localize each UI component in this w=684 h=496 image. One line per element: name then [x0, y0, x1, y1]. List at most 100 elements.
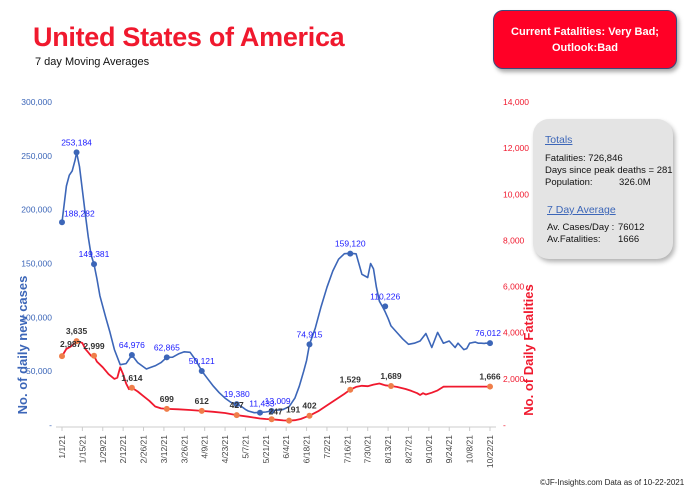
y-left-tick-label: 150,000	[21, 259, 52, 269]
y-left-tick-label: 50,000	[26, 366, 52, 376]
avg-heading: 7 Day Average	[547, 204, 616, 216]
x-tick-label: 7/30/21	[363, 435, 373, 464]
x-tick-label: 10/22/21	[485, 435, 495, 468]
y-right-tick-label: 10,000	[503, 189, 529, 199]
y-left-tick-label: 100,000	[21, 312, 52, 322]
cases-data-label: 11,433	[249, 399, 275, 409]
cases-data-label: 13,009	[265, 396, 291, 406]
cases-marker	[382, 303, 389, 310]
cases-data-label: 76,012	[475, 328, 501, 338]
fatalities-marker	[286, 417, 293, 424]
avg-cases-label: Av. Cases/Day :	[547, 222, 615, 233]
x-tick-label: 7/16/21	[342, 435, 352, 464]
fatalities-marker	[306, 412, 313, 419]
avg-fatalities-label: Av.Fatalities:	[547, 234, 601, 245]
totals-heading: Totals	[545, 134, 573, 146]
fatalities-marker	[73, 338, 80, 345]
avg-cases-value: 76012	[618, 222, 645, 233]
cases-data-label: 50,121	[189, 356, 215, 366]
x-tick-label: 2/26/21	[139, 435, 149, 464]
cases-data-label: 110,226	[370, 291, 400, 301]
x-tick-label: 10/8/21	[465, 435, 475, 464]
cases-marker	[91, 261, 98, 268]
fatalities-data-label: 247	[269, 406, 283, 416]
y-left-tick-label: 300,000	[21, 97, 52, 107]
y-right-tick-label: 14,000	[503, 97, 529, 107]
status-line-outlook: Outlook:Bad	[552, 41, 618, 54]
x-tick-label: 3/26/21	[179, 435, 189, 464]
cases-marker	[268, 407, 275, 414]
y-right-tick-label: 8,000	[503, 235, 525, 245]
cases-marker	[256, 409, 263, 416]
fatalities-data-label: 3,635	[66, 326, 88, 336]
status-line-fatalities: Current Fatalities: Very Bad;	[511, 25, 659, 38]
fatalities-marker	[487, 383, 493, 390]
fatalities-marker	[163, 405, 170, 412]
y-right-tick-label: 2,000	[503, 374, 525, 384]
x-tick-label: 6/18/21	[302, 435, 312, 464]
cases-marker	[73, 149, 80, 156]
cases-marker	[163, 354, 170, 361]
x-tick-label: 9/10/21	[424, 435, 434, 464]
x-tick-label: 4/23/21	[220, 435, 230, 464]
fatalities-marker	[59, 353, 65, 360]
x-tick-label: 8/13/21	[383, 435, 393, 464]
cases-marker	[233, 401, 240, 408]
fatalities-marker	[233, 412, 240, 419]
cases-marker	[59, 219, 65, 226]
axes: 1/1/21 1/15/21 1/29/21 2/12/21 2/26/21 3/12/2…	[15, 97, 536, 468]
y-right-tick-label: -	[503, 420, 506, 430]
page-subtitle: 7 day Moving Averages	[35, 56, 150, 68]
fatalities-data-label: 427	[230, 400, 244, 410]
fatalities-data-label: 1,529	[340, 375, 362, 385]
y-right-axis-title: No. of Daily Fatalities	[521, 284, 536, 415]
fatalities-data-label: 2,987	[60, 339, 82, 349]
fatalities-data-label: 1,614	[121, 373, 143, 383]
fatalities-data-label: 612	[195, 396, 209, 406]
cases-data-label: 253,184	[61, 137, 92, 147]
x-tick-label: 6/4/21	[281, 435, 291, 459]
cases-data-label: 188,282	[64, 208, 95, 218]
fatalities-marker	[198, 407, 205, 414]
fatalities-marker	[347, 386, 354, 393]
cases-data-label: 62,865	[154, 342, 180, 352]
fatalities-data-label: 1,666	[479, 372, 501, 382]
x-tick-label: 1/29/21	[98, 435, 108, 464]
data-labels-layer: 188,282 253,184 149,381 64,976 62,865 50,121 1…	[60, 137, 501, 416]
y-left-tick-label: 200,000	[21, 205, 52, 215]
x-tick-label: 2/12/21	[118, 435, 128, 464]
fatalities-marker	[91, 352, 98, 359]
x-tick-label: 5/21/21	[261, 435, 271, 464]
fatalities-data-label: 699	[160, 394, 174, 404]
fatalities-marker	[268, 416, 275, 423]
totals-fatalities: Fatalities: 726,846	[545, 153, 623, 164]
fatalities-marker	[128, 384, 135, 391]
series-layer	[59, 149, 493, 424]
x-tick-label: 3/12/21	[159, 435, 169, 464]
x-tick-label: 9/24/21	[444, 435, 454, 464]
y-left-tick-label: -	[49, 420, 52, 430]
page-title: United States of America	[33, 22, 345, 52]
cases-marker	[487, 340, 493, 347]
y-left-axis-title: No. of daily new cases	[15, 276, 30, 415]
fatalities-marker	[388, 383, 395, 390]
fatalities-data-label: 2,999	[83, 341, 105, 351]
totals-population-value: 326.0M	[619, 177, 651, 188]
cases-data-label: 64,976	[119, 340, 145, 350]
cases-data-label: 149,381	[79, 249, 110, 259]
y-right-tick-label: 12,000	[503, 143, 529, 153]
fatalities-data-label: 402	[302, 401, 316, 411]
y-right-tick-label: 4,000	[503, 328, 525, 338]
cases-marker	[347, 250, 354, 257]
x-tick-label: 7/2/21	[322, 435, 332, 459]
footer-credit: ©JF-Insights.com Data as of 10-22-2021	[540, 478, 684, 487]
cases-marker	[198, 368, 205, 375]
cases-marker	[128, 352, 135, 359]
fatalities-data-label: 191	[286, 405, 300, 415]
status-badge: Current Fatalities: Very Bad; Outlook:Ba…	[493, 10, 677, 69]
cases-marker	[306, 341, 313, 348]
avg-fatalities-value: 1666	[618, 234, 640, 245]
x-tick-label: 1/15/21	[77, 435, 87, 464]
totals-population-label: Population:	[545, 177, 593, 188]
